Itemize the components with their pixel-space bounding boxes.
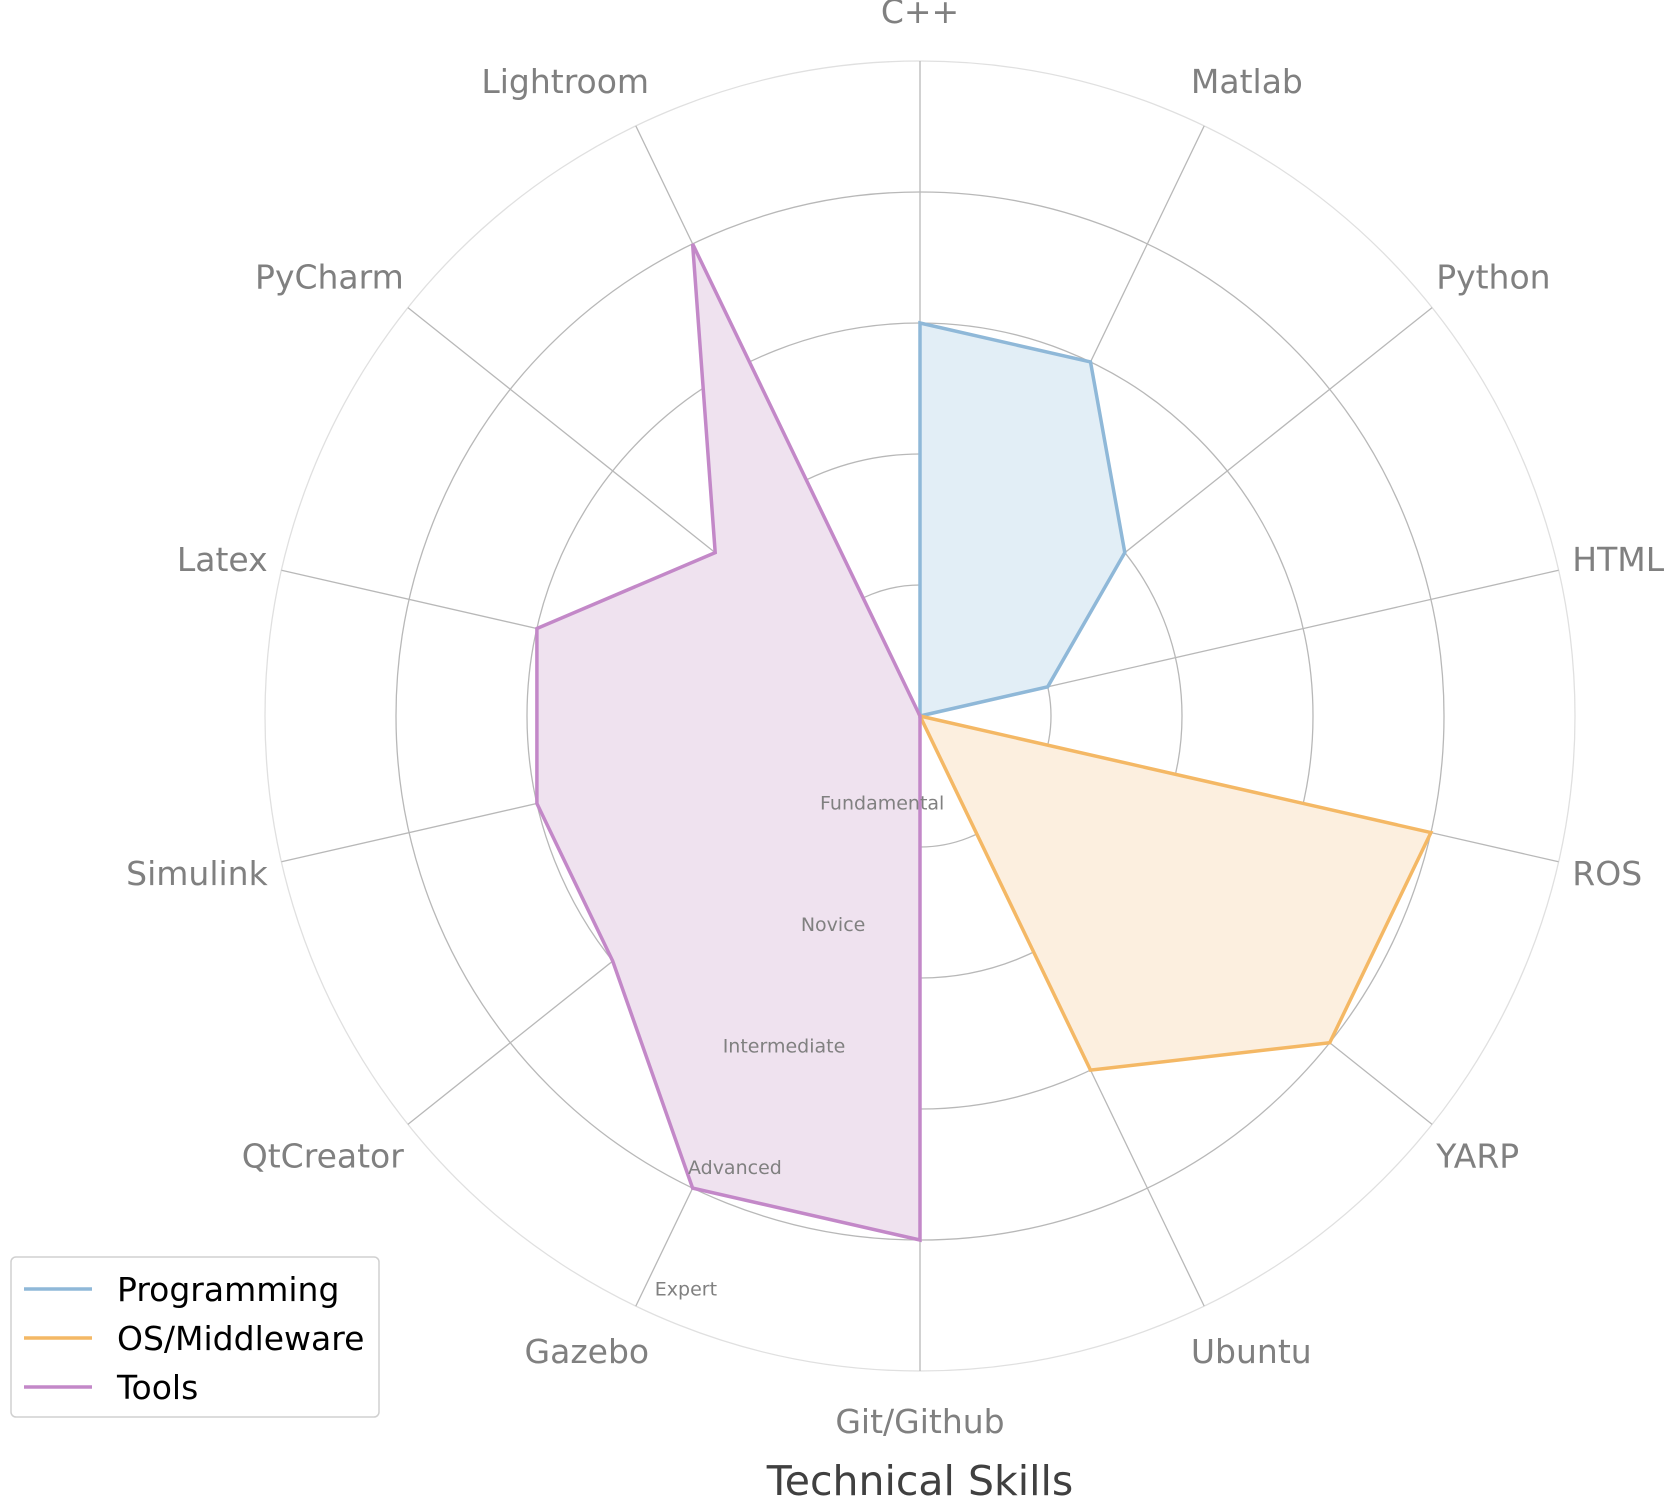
category-label: Matlab <box>1191 62 1303 101</box>
category-label: Gazebo <box>525 1332 650 1371</box>
legend: Programming OS/Middleware Tools <box>10 1256 380 1418</box>
level-label: Fundamental <box>820 793 944 815</box>
legend-label: Programming <box>117 1270 339 1309</box>
level-label: Novice <box>801 914 866 936</box>
category-label: QtCreator <box>242 1137 404 1176</box>
series-line-0 <box>918 320 1127 719</box>
series-area-2 <box>536 243 920 1240</box>
category-label: PyCharm <box>255 257 404 296</box>
level-label: Expert <box>655 1279 717 1301</box>
category-labels: C++ Matlab Python HTML ROS YARP Ubuntu Git/Gith… <box>126 0 1665 1441</box>
category-label: Git/Github <box>835 1402 1004 1441</box>
category-label: C++ <box>881 0 959 31</box>
legend-label: Tools <box>116 1368 198 1407</box>
category-label: HTML <box>1572 540 1664 579</box>
category-label: YARP <box>1435 1137 1519 1176</box>
chart-title: Technical Skills <box>766 1457 1074 1505</box>
category-label: Ubuntu <box>1191 1332 1312 1371</box>
category-label: Lightroom <box>481 62 649 101</box>
series-line-1 <box>916 713 1434 1072</box>
legend-label: OS/Middleware <box>117 1319 364 1358</box>
legend-frame <box>10 1256 380 1418</box>
level-label: Advanced <box>688 1157 782 1179</box>
level-label: Intermediate <box>723 1036 846 1058</box>
series-area-0 <box>920 323 1125 716</box>
level-labels: Fundamental Novice Intermediate Advanced Exp… <box>655 793 945 1301</box>
category-label: Latex <box>177 540 268 579</box>
category-label: Simulink <box>126 854 268 893</box>
category-label: ROS <box>1572 854 1642 893</box>
series-layer <box>535 243 1434 1243</box>
category-label: Python <box>1436 257 1550 296</box>
series-area-1 <box>920 716 1431 1071</box>
series-line-2 <box>535 243 922 1243</box>
